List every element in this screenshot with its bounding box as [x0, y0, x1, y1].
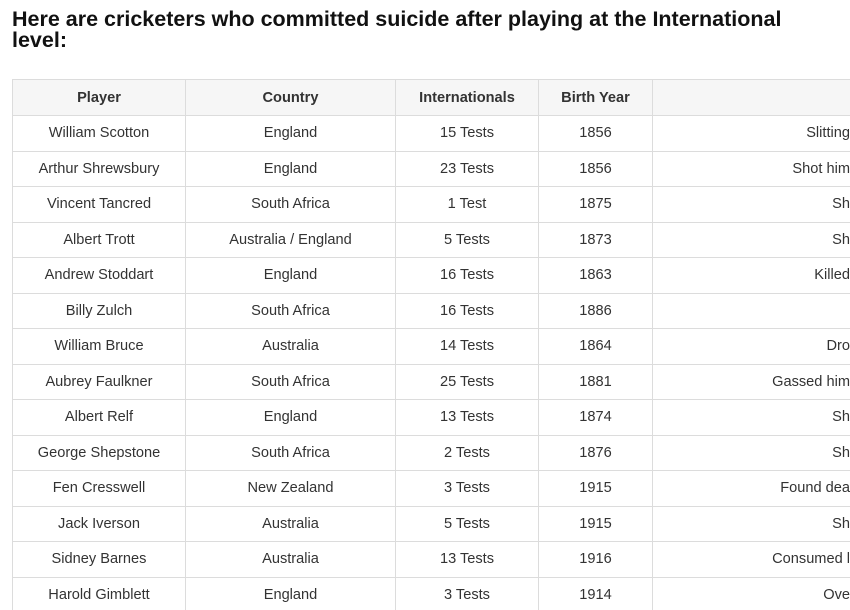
cell-player: William Bruce: [12, 328, 186, 365]
table-row: Jack Iverson Australia 5 Tests 1915 Sh: [12, 505, 850, 542]
header-internationals: Internationals: [395, 79, 539, 116]
cell-country: England: [185, 399, 396, 436]
cell-cause: Shot him: [652, 150, 850, 187]
cell-internationals: 5 Tests: [395, 221, 539, 258]
cell-internationals: 15 Tests: [395, 115, 539, 152]
cell-country: South Africa: [185, 434, 396, 471]
cell-internationals: 16 Tests: [395, 257, 539, 294]
cell-internationals: 13 Tests: [395, 541, 539, 578]
table-row: Albert Relf England 13 Tests 1874 Sh: [12, 399, 850, 436]
table-row: George Shepstone South Africa 2 Tests 1876 S…: [12, 434, 850, 471]
cell-birth-year: 1863: [538, 257, 653, 294]
cell-cause: Sh: [652, 186, 850, 223]
header-player: Player: [12, 79, 186, 116]
cell-player: Arthur Shrewsbury: [12, 150, 186, 187]
table-row: William Scotton England 15 Tests 1856 Slitti…: [12, 115, 850, 152]
cell-player: Albert Trott: [12, 221, 186, 258]
table-row: Vincent Tancred South Africa 1 Test 1875 Sh: [12, 186, 850, 223]
cell-player: Albert Relf: [12, 399, 186, 436]
table-row: Harold Gimblett England 3 Tests 1914 Ove: [12, 576, 850, 610]
table-container: Player Country Internationals Birth Year…: [12, 79, 850, 610]
cell-player: William Scotton: [12, 115, 186, 152]
cell-player: Jack Iverson: [12, 505, 186, 542]
cell-internationals: 1 Test: [395, 186, 539, 223]
cell-birth-year: 1873: [538, 221, 653, 258]
header-birth-year: Birth Year: [538, 79, 653, 116]
cell-birth-year: 1881: [538, 363, 653, 400]
cell-internationals: 5 Tests: [395, 505, 539, 542]
cell-country: South Africa: [185, 186, 396, 223]
cell-birth-year: 1914: [538, 576, 653, 610]
cell-cause: Slitting: [652, 115, 850, 152]
cell-country: South Africa: [185, 363, 396, 400]
table-row: Aubrey Faulkner South Africa 25 Tests 1881 G…: [12, 363, 850, 400]
cell-cause: Sh: [652, 221, 850, 258]
table-row: Arthur Shrewsbury England 23 Tests 1856 Shot…: [12, 150, 850, 187]
cell-cause: Gassed him: [652, 363, 850, 400]
cell-internationals: 13 Tests: [395, 399, 539, 436]
cell-country: England: [185, 150, 396, 187]
page-heading: Here are cricketers who committed suicid…: [12, 7, 782, 52]
header-cause: [652, 79, 850, 116]
cell-player: Sidney Barnes: [12, 541, 186, 578]
table-row: Albert Trott Australia / England 5 Tests 18…: [12, 221, 850, 258]
cell-country: Australia / England: [185, 221, 396, 258]
cell-internationals: 2 Tests: [395, 434, 539, 471]
cell-birth-year: 1915: [538, 505, 653, 542]
cell-country: South Africa: [185, 292, 396, 329]
cell-internationals: 16 Tests: [395, 292, 539, 329]
cell-player: Harold Gimblett: [12, 576, 186, 610]
cell-cause: Killed: [652, 257, 850, 294]
cell-country: Australia: [185, 541, 396, 578]
table-row: Fen Cresswell New Zealand 3 Tests 1915 Found…: [12, 470, 850, 507]
cell-country: England: [185, 576, 396, 610]
cell-player: Vincent Tancred: [12, 186, 186, 223]
cell-player: Andrew Stoddart: [12, 257, 186, 294]
table-row: Billy Zulch South Africa 16 Tests 1886: [12, 292, 850, 329]
cell-internationals: 23 Tests: [395, 150, 539, 187]
cell-birth-year: 1864: [538, 328, 653, 365]
cell-birth-year: 1916: [538, 541, 653, 578]
cell-cause: Sh: [652, 399, 850, 436]
cell-birth-year: 1886: [538, 292, 653, 329]
cell-cause: Sh: [652, 434, 850, 471]
cell-cause: Found dea: [652, 470, 850, 507]
table-body: William Scotton England 15 Tests 1856 Slitti…: [12, 115, 850, 610]
cell-country: England: [185, 257, 396, 294]
cell-internationals: 25 Tests: [395, 363, 539, 400]
cell-birth-year: 1875: [538, 186, 653, 223]
cell-birth-year: 1874: [538, 399, 653, 436]
cell-player: Aubrey Faulkner: [12, 363, 186, 400]
cell-country: New Zealand: [185, 470, 396, 507]
cell-internationals: 3 Tests: [395, 470, 539, 507]
cell-player: George Shepstone: [12, 434, 186, 471]
cricketers-table: Player Country Internationals Birth Year…: [12, 79, 850, 610]
table-row: Sidney Barnes Australia 13 Tests 1916 Consum…: [12, 541, 850, 578]
cell-birth-year: 1856: [538, 150, 653, 187]
cell-cause: [652, 292, 850, 329]
cell-birth-year: 1856: [538, 115, 653, 152]
cell-birth-year: 1915: [538, 470, 653, 507]
cell-player: Billy Zulch: [12, 292, 186, 329]
cell-internationals: 14 Tests: [395, 328, 539, 365]
header-country: Country: [185, 79, 396, 116]
cell-country: Australia: [185, 505, 396, 542]
cell-cause: Consumed l: [652, 541, 850, 578]
cell-player: Fen Cresswell: [12, 470, 186, 507]
cell-cause: Sh: [652, 505, 850, 542]
cell-country: Australia: [185, 328, 396, 365]
cell-cause: Dro: [652, 328, 850, 365]
cell-country: England: [185, 115, 396, 152]
cell-cause: Ove: [652, 576, 850, 610]
table-header-row: Player Country Internationals Birth Year: [12, 79, 850, 116]
table-row: William Bruce Australia 14 Tests 1864 Dro: [12, 328, 850, 365]
cell-birth-year: 1876: [538, 434, 653, 471]
table-row: Andrew Stoddart England 16 Tests 1863 Killed: [12, 257, 850, 294]
cell-internationals: 3 Tests: [395, 576, 539, 610]
